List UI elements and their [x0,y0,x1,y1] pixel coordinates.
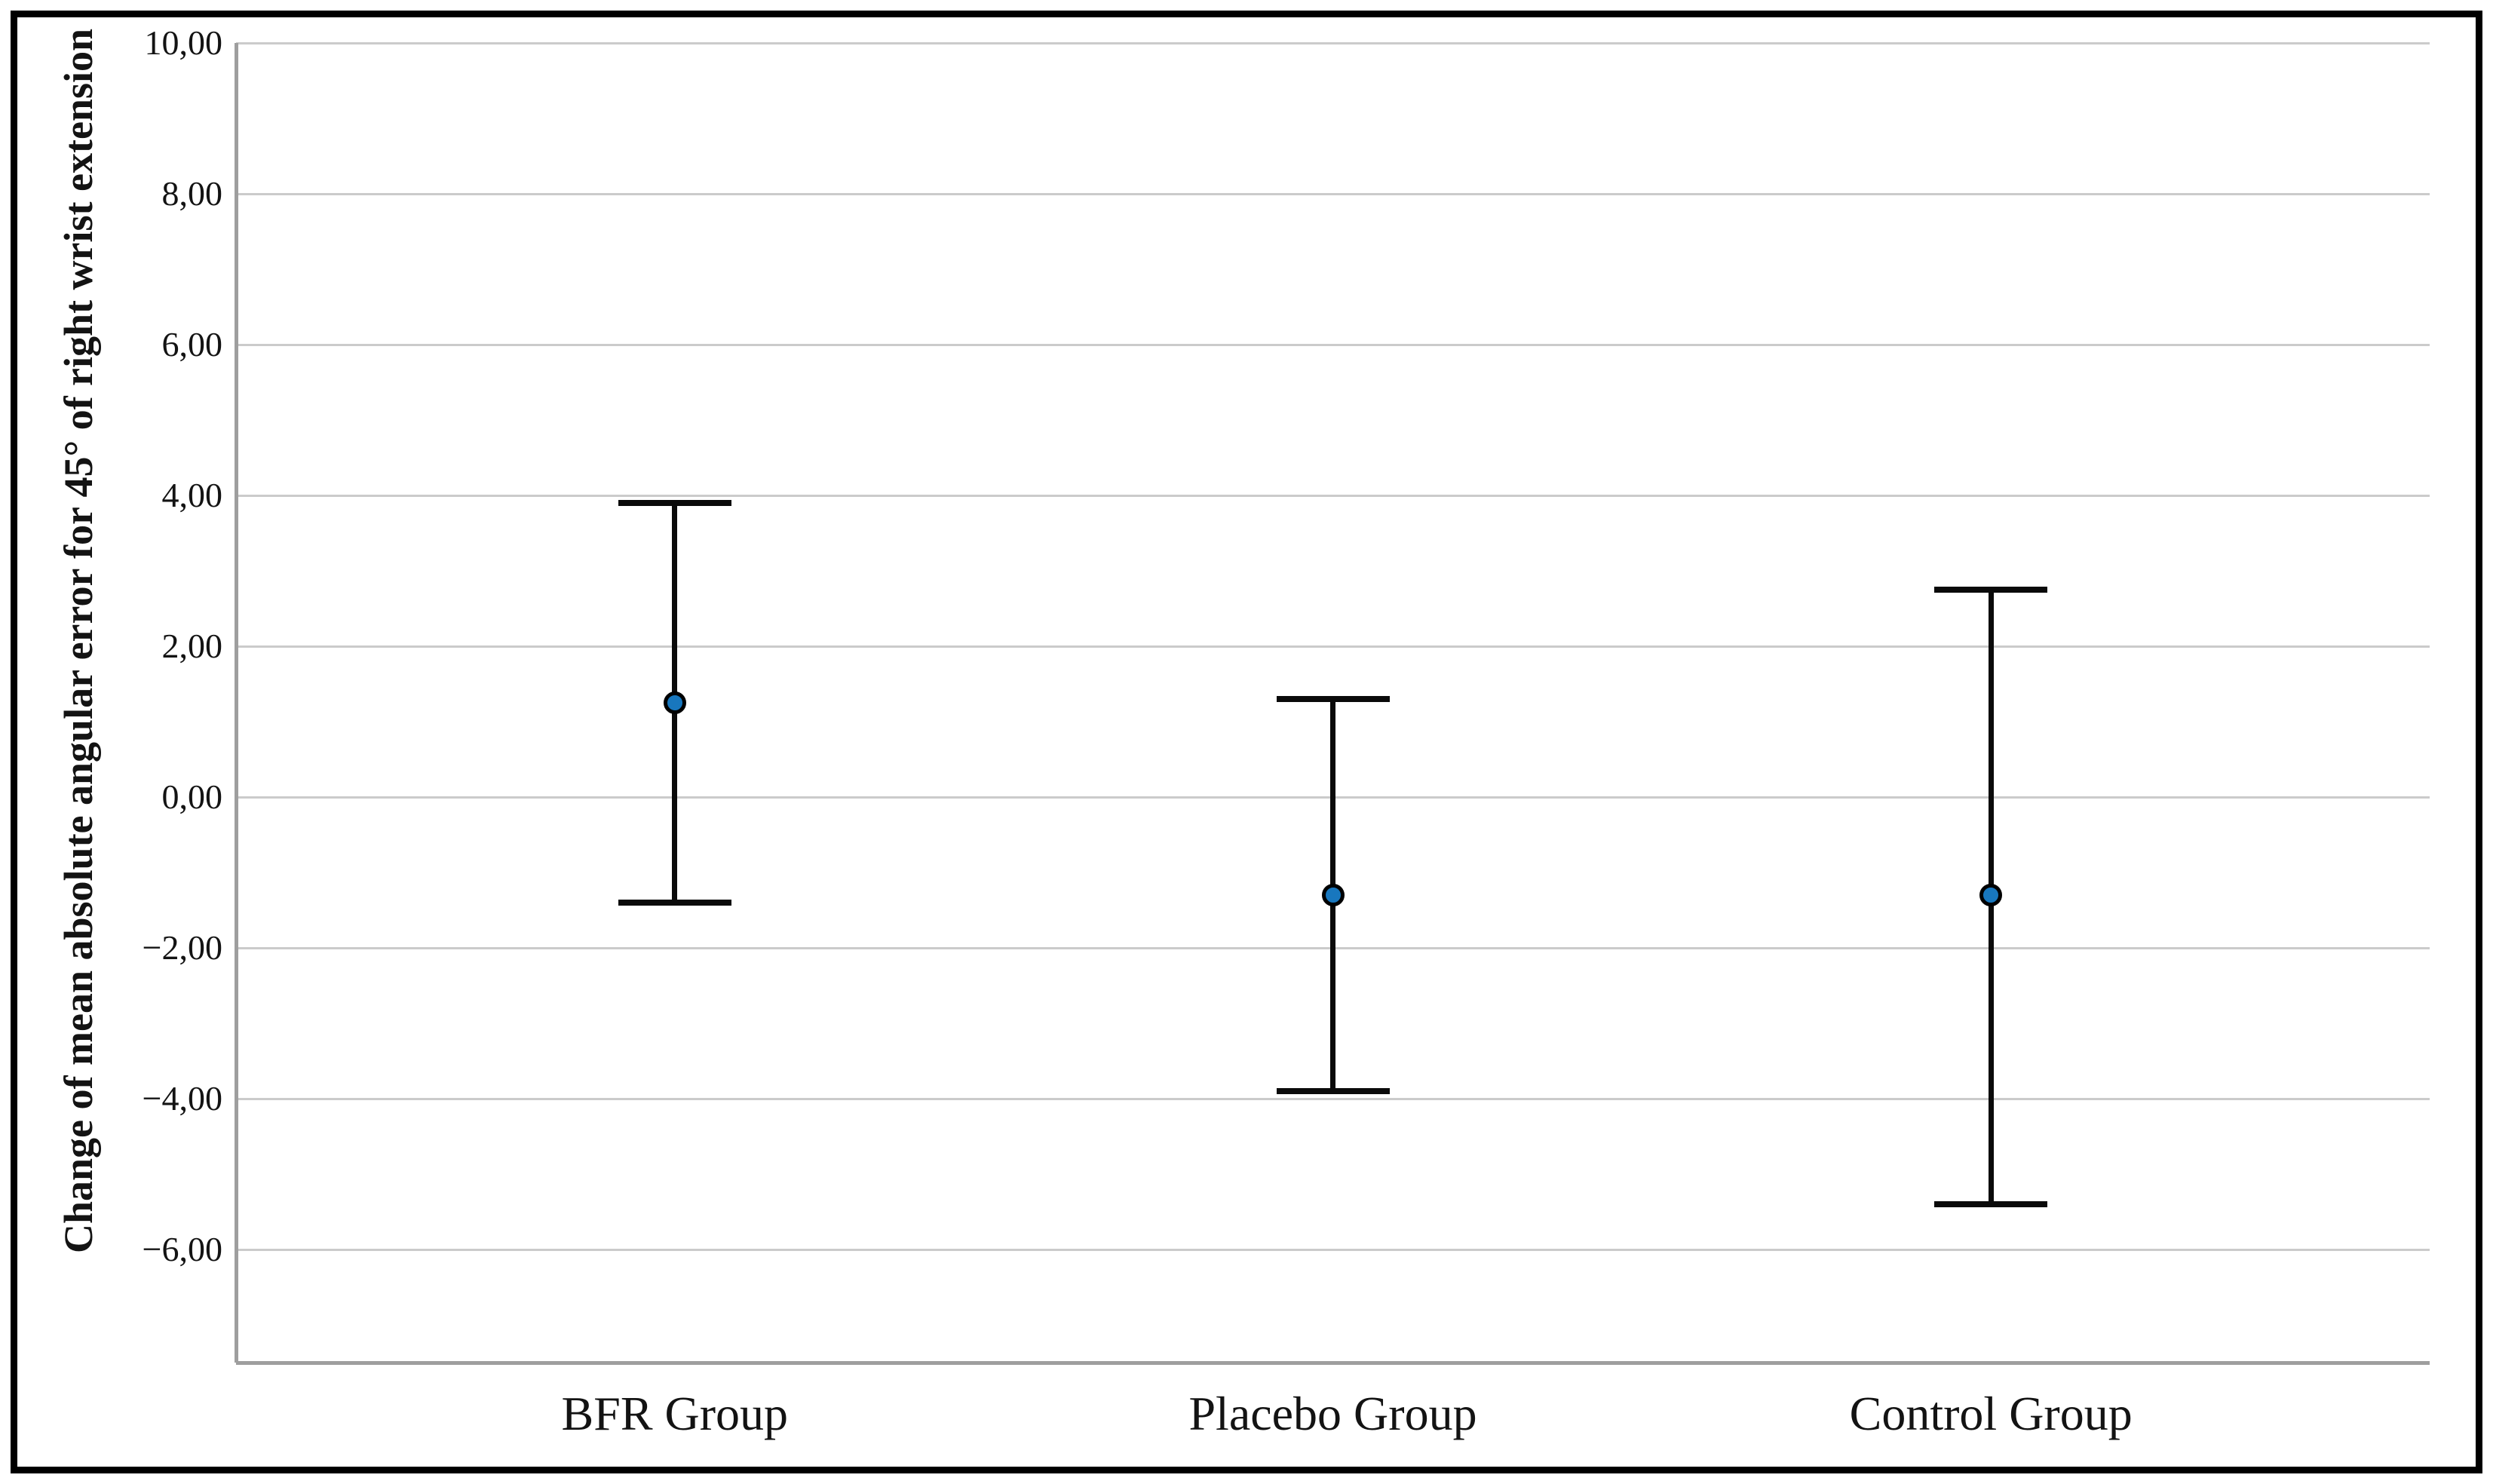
y-tick-label: 2,00 [161,627,223,665]
y-tick-label: −4,00 [142,1079,222,1118]
error-bar-lower-cap-placebo-group [1276,1088,1390,1094]
x-category-label-control-group: Control Group [1849,1387,2133,1440]
error-bar-upper-cap-bfr-group [618,500,731,506]
gridline [236,645,2430,648]
gridline [236,494,2430,497]
error-bar-upper-cap-control-group [1934,587,2048,593]
gridline [236,1248,2430,1251]
y-axis-line [235,43,238,1363]
error-bar-lower-cap-bfr-group [618,900,731,906]
gridline [236,192,2430,195]
y-tick-label: 8,00 [161,174,223,213]
x-axis-line [236,1361,2430,1365]
x-category-label-bfr-group: BFR Group [561,1387,789,1440]
gridline [236,343,2430,346]
gridline [236,1097,2430,1100]
y-tick-label: −6,00 [142,1230,222,1268]
error-bar-lower-cap-control-group [1934,1201,2048,1207]
gridline [236,41,2430,44]
mean-marker-bfr-group [663,691,686,714]
mean-marker-control-group [1979,884,2003,906]
mean-marker-placebo-group [1321,884,1345,906]
y-tick-label: 0,00 [161,777,223,816]
y-axis-title: Change of mean absolute angular error fo… [56,28,101,1254]
x-category-label-placebo-group: Placebo Group [1188,1387,1477,1440]
y-tick-label: 10,00 [144,23,223,62]
y-tick-label: −2,00 [142,928,222,967]
error-bar-upper-cap-placebo-group [1276,696,1390,702]
y-tick-label: 4,00 [161,476,223,514]
figure-border [11,11,2482,1473]
y-tick-label: 6,00 [161,325,223,363]
